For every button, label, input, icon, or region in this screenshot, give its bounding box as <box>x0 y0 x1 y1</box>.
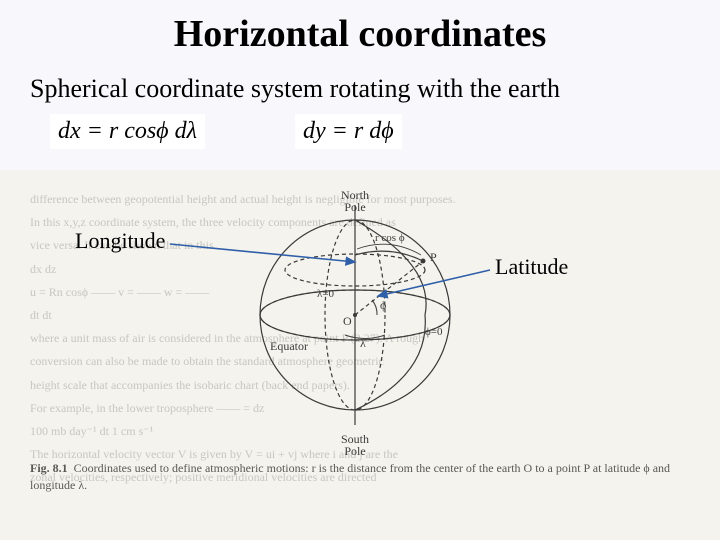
equator-label: Equator <box>270 339 308 353</box>
figure-caption-text: Coordinates used to define atmospheric m… <box>30 461 670 492</box>
subtitle-text: Spherical coordinate system rotating wit… <box>0 56 720 114</box>
south-pole-label: SouthPole <box>341 432 369 458</box>
figure-caption: Fig. 8.1 Coordinates used to define atmo… <box>30 460 690 494</box>
center-o-label: O <box>343 314 352 328</box>
longitude-label: Longitude <box>75 228 165 254</box>
page-title: Horizontal coordinates <box>0 0 720 56</box>
slide-root: Horizontal coordinates Spherical coordin… <box>0 0 720 540</box>
equation-row: dx = r cosϕ dλ dy = r dϕ <box>0 114 720 149</box>
globe-diagram: NorthPole SouthPole Equator O P r cos ϕ … <box>225 175 485 475</box>
north-pole-label: NorthPole <box>341 188 369 214</box>
phi-zero-label: ϕ=0 <box>425 326 443 338</box>
point-p-label: P <box>430 250 437 264</box>
equation-dy: dy = r dϕ <box>295 114 402 149</box>
latitude-label: Latitude <box>495 254 568 280</box>
equation-dx: dx = r cosϕ dλ <box>50 114 205 149</box>
lambda-zero-label: λ=0 <box>317 288 335 300</box>
rcosphi-label: r cos ϕ <box>375 232 405 244</box>
phi-label: ϕ <box>380 298 386 312</box>
lambda-label: λ <box>360 336 366 350</box>
figure-number: Fig. 8.1 <box>30 461 68 475</box>
